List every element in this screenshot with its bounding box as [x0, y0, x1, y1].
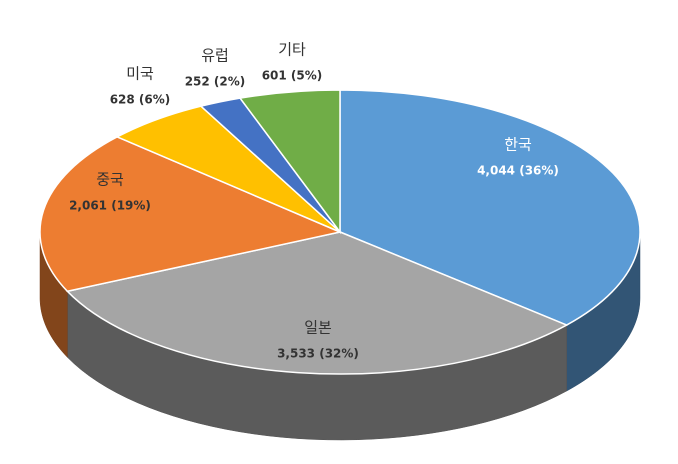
slice: [238, 89, 341, 235]
value-label: 2,061 (19%): [69, 199, 151, 213]
value-label: 4,044 (36%): [477, 164, 559, 178]
slice: [65, 231, 569, 375]
value-label: 601 (5%): [262, 69, 323, 83]
slice-label: 중국: [96, 171, 124, 189]
slice-label: 기타: [278, 41, 306, 59]
slice: [39, 136, 343, 293]
slice-label: 유럽: [201, 47, 229, 65]
slice-label: 일본: [304, 319, 332, 337]
slice: [339, 89, 641, 326]
value-label: 628 (6%): [110, 93, 171, 107]
slice-label: 한국: [504, 136, 532, 154]
slice-label: 미국: [126, 65, 154, 83]
value-label: 3,533 (32%): [277, 347, 359, 361]
value-label: 252 (2%): [185, 75, 246, 89]
